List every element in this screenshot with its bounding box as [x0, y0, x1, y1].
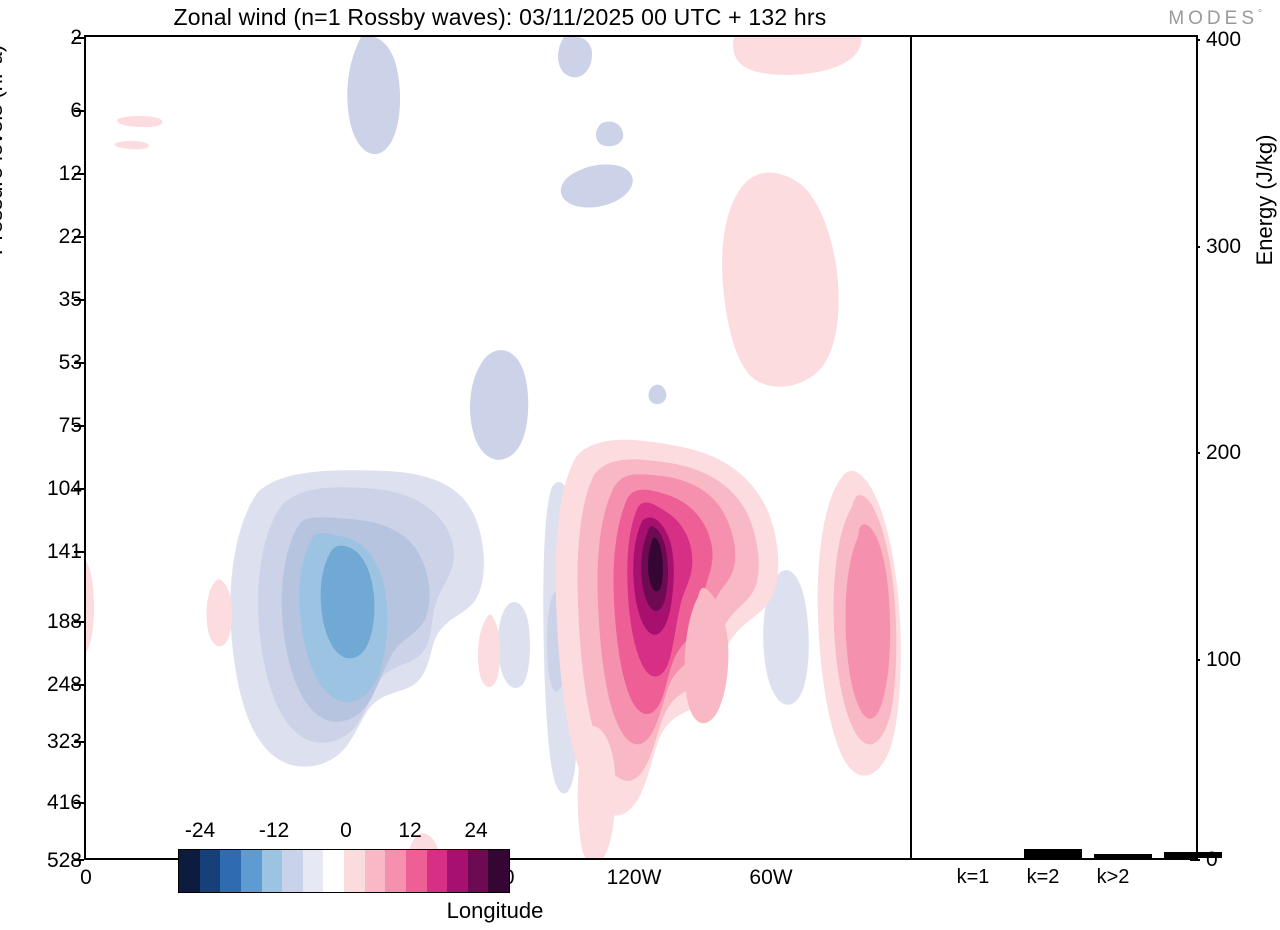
k-bar [1164, 852, 1222, 858]
colorbar-swatch [467, 850, 489, 892]
colorbar-tick: 24 [464, 819, 488, 842]
modes-logo: MODES° [1168, 8, 1262, 29]
y-tick-label: 22 [58, 225, 82, 248]
contour-field [86, 37, 908, 858]
y-tick-label: 104 [46, 477, 82, 500]
colorbar-tick: 0 [340, 819, 352, 842]
colorbar-swatch [220, 850, 241, 892]
colorbar-labels: -24 -12 0 12 24 [178, 819, 508, 843]
y-tick-label: 53 [58, 351, 82, 374]
k-tick-label: k=1 [956, 866, 990, 888]
colorbar-swatch [405, 850, 427, 892]
colorbar-swatch [344, 850, 365, 892]
colorbar-swatch [302, 850, 324, 892]
y-axis-label-right: Energy (J/kg) [1252, 134, 1277, 266]
x-tick-label: 0 [80, 866, 92, 889]
y-tick-label: 248 [46, 673, 82, 696]
y-tick-label: 416 [46, 791, 82, 814]
plot-frame: -24 -12 0 12 24 [84, 35, 1222, 893]
x-axis-label: Longitude [446, 898, 544, 923]
k-bar [1024, 849, 1082, 858]
y-tick-label: 141 [46, 540, 82, 563]
y-tick-label-right: 300 [1206, 235, 1242, 258]
colorbar-swatch [426, 850, 448, 892]
y-tick-label-right: 200 [1206, 441, 1242, 464]
k-tick-label: k>2 [1096, 866, 1130, 888]
y-tick-label: 75 [58, 414, 82, 437]
colorbar-swatch [364, 850, 386, 892]
y-tick-label: 35 [58, 288, 82, 311]
x-tick-label: 120W [606, 866, 662, 889]
colorbar-swatch [447, 850, 468, 892]
colorbar-swatch [323, 850, 344, 892]
y-tick-label-right: 400 [1206, 28, 1242, 51]
y-tick-label-right: 100 [1206, 648, 1242, 671]
panel-divider [910, 37, 912, 858]
colorbar-tick: -12 [258, 819, 290, 842]
colorbar-swatch [282, 850, 303, 892]
colorbar-swatch [261, 850, 283, 892]
y-tick-label: 528 [46, 849, 82, 872]
x-tick-label: 60W [749, 866, 793, 889]
colorbar-swatch [488, 850, 509, 892]
y-tick-label-right: 0 [1206, 848, 1218, 871]
colorbar-swatch [240, 850, 262, 892]
k-energy-bars [912, 37, 1222, 858]
colorbar-swatch [179, 850, 200, 892]
colorbar-tick: 12 [398, 819, 422, 842]
k-tick-label: k=2 [1026, 866, 1060, 888]
colorbar-swatch [199, 850, 221, 892]
colorbar-swatch [385, 850, 406, 892]
colorbar-tick: -24 [184, 819, 216, 842]
colorbar [178, 849, 510, 893]
page-title: Zonal wind (n=1 Rossby waves): 03/11/202… [173, 4, 827, 30]
y-tick-label: 188 [46, 610, 82, 633]
y-axis-label-left: Pressure levels (hPa) [0, 44, 7, 256]
k-bar [1094, 854, 1152, 858]
y-tick-label: 323 [46, 730, 82, 753]
y-tick-label: 12 [58, 162, 82, 185]
